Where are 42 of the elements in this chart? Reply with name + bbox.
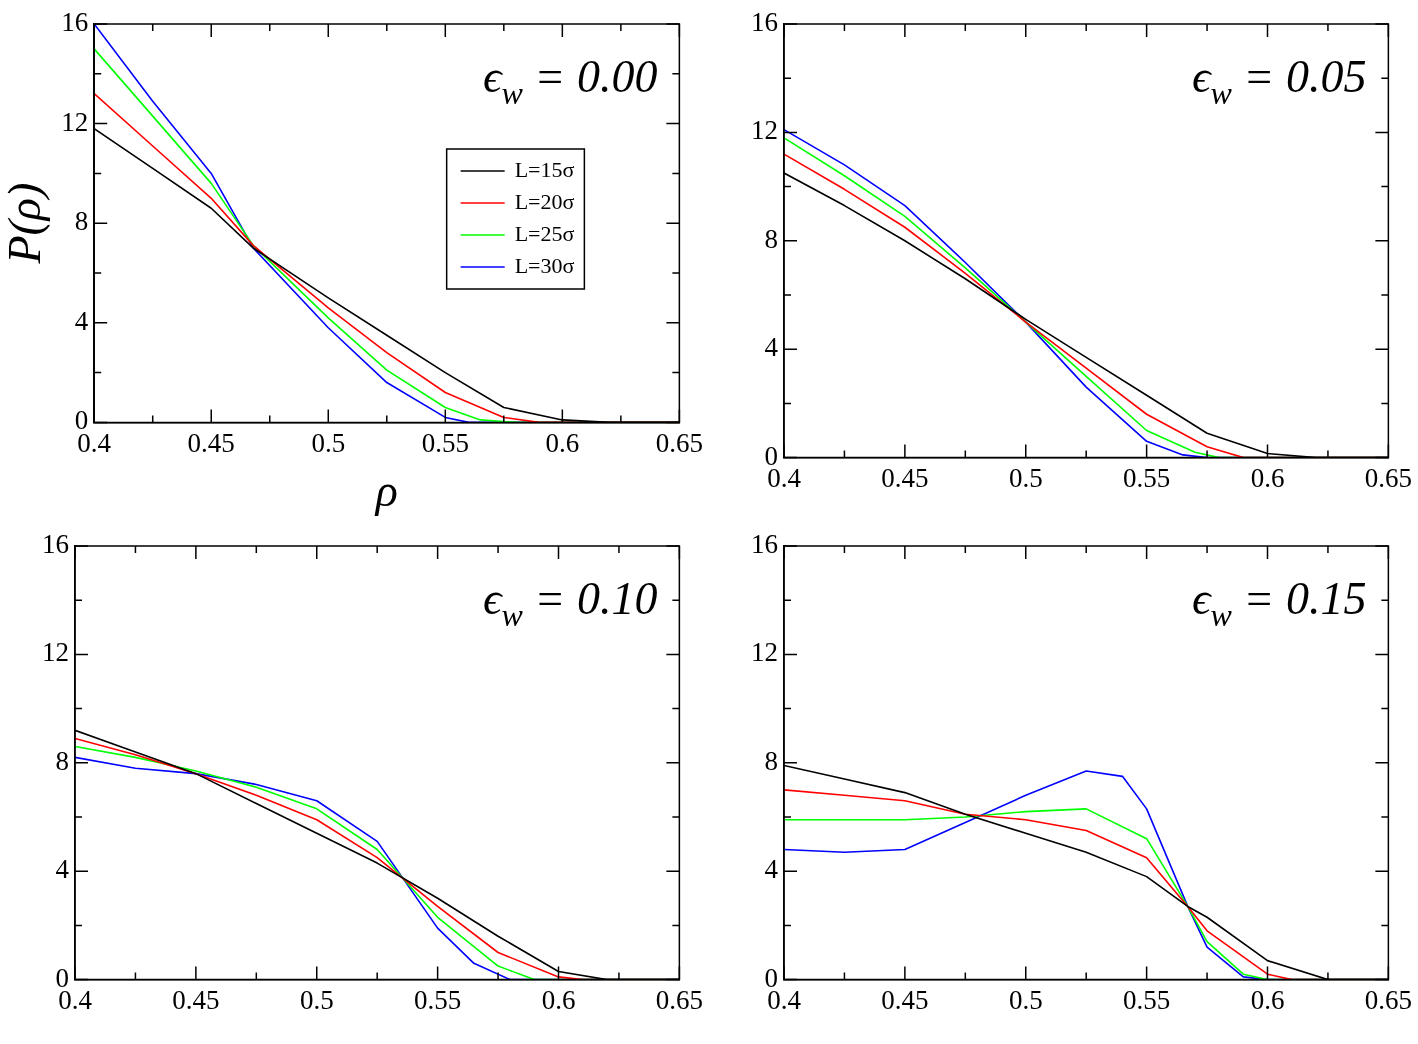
x-tick-label: 0.6 [541, 984, 576, 1015]
x-tick-label: 0.5 [1008, 462, 1043, 493]
x-tick-label: 0.6 [1250, 462, 1285, 493]
y-tick-label: 4 [764, 332, 779, 363]
legend-label: L=25σ [514, 220, 575, 246]
y-tick-label: 12 [42, 637, 69, 668]
x-tick-label: 0.55 [1123, 984, 1171, 1015]
legend-label: L=15σ [514, 156, 575, 182]
y-tick-label: 16 [751, 7, 778, 38]
y-tick-label: 4 [764, 854, 779, 885]
x-tick-label: 0.45 [881, 462, 929, 493]
x-tick-label: 0.65 [655, 984, 703, 1015]
y-tick-label: 16 [61, 7, 89, 38]
y-tick-label: 16 [42, 529, 69, 560]
x-tick-label: 0.6 [1250, 984, 1285, 1015]
x-tick-label: 0.5 [311, 427, 346, 458]
y-tick-label: 8 [74, 206, 89, 237]
y-tick-label: 8 [764, 745, 778, 776]
x-tick-label: 0.65 [1364, 462, 1412, 493]
x-tick-label: 0.65 [1364, 984, 1412, 1015]
x-tick-label: 0.45 [187, 427, 235, 458]
legend-label: L=30σ [514, 252, 575, 278]
x-tick-label: 0.5 [299, 984, 334, 1015]
x-tick-label: 0.45 [172, 984, 220, 1015]
x-tick-label: 0.65 [655, 427, 703, 458]
x-tick-label: 0.5 [1008, 984, 1043, 1015]
x-tick-label: 0.55 [414, 984, 462, 1015]
y-tick-label: 12 [61, 106, 89, 137]
x-tick-label: 0.6 [545, 427, 580, 458]
x-tick-label: 0.55 [421, 427, 469, 458]
y-axis-title: P(ρ) [0, 182, 50, 265]
x-axis-title: ρ [373, 465, 398, 517]
y-tick-label: 16 [751, 529, 778, 560]
y-tick-label: 8 [764, 223, 778, 254]
legend-label: L=20σ [514, 188, 575, 214]
y-tick-label: 12 [751, 115, 778, 146]
y-tick-label: 4 [55, 854, 70, 885]
y-tick-label: 4 [74, 305, 89, 336]
y-tick-label: 8 [55, 745, 69, 776]
x-tick-label: 0.45 [881, 984, 929, 1015]
y-tick-label: 12 [751, 637, 778, 668]
x-tick-label: 0.55 [1123, 462, 1171, 493]
